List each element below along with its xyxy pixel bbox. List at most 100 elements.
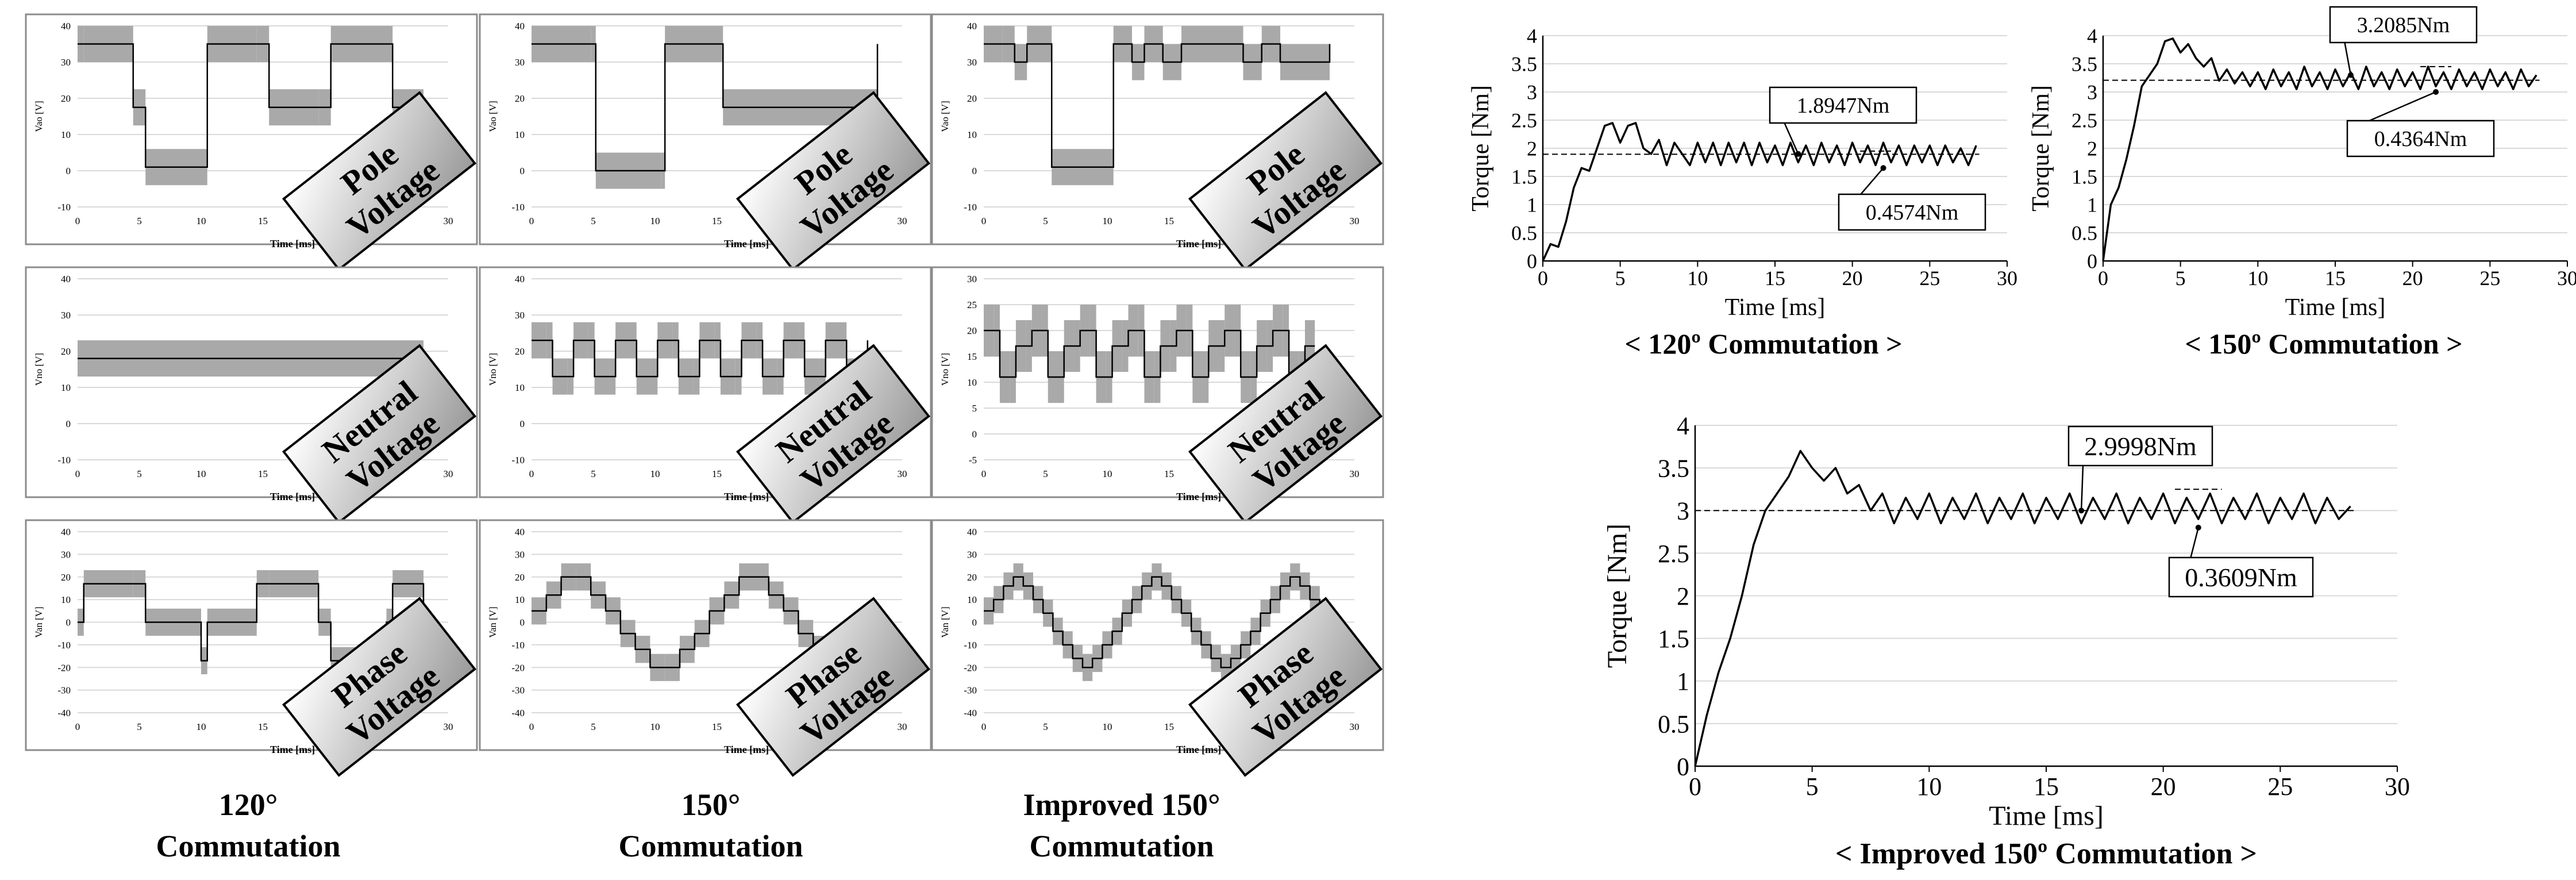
y-axis-label: Van [V]: [939, 606, 950, 637]
series-line: [532, 339, 869, 378]
y-tick-label: 0: [972, 429, 977, 440]
y-axis-label: Vno [V]: [939, 353, 950, 386]
annotation-arrowhead: [1880, 165, 1886, 171]
x-axis-label: Time [ms]: [724, 238, 769, 249]
y-tick-label: 20: [515, 572, 525, 583]
y-tick-label: 2: [2087, 137, 2097, 160]
series-line: [78, 43, 423, 168]
x-tick-label: 0: [75, 721, 80, 732]
y-tick-label: -10: [57, 640, 71, 651]
y-tick-label: 0: [520, 418, 525, 429]
y-axis-label: Vao [V]: [33, 101, 44, 132]
x-tick-label: 0: [1689, 773, 1701, 801]
annotation-label: 0.4364Nm: [2374, 127, 2467, 151]
x-axis-label: Time [ms]: [1725, 294, 1826, 321]
x-tick-label: 0: [75, 216, 80, 226]
x-tick-label: 10: [1103, 216, 1112, 226]
y-tick-label: 2: [1677, 582, 1689, 610]
callout-box: [736, 597, 931, 777]
x-tick-label: 5: [1043, 216, 1048, 226]
column-label-line-1: 150°: [681, 787, 741, 822]
chart-title: < 120º Commutation >: [1624, 328, 1902, 360]
y-tick-label: 20: [515, 93, 525, 104]
y-tick-label: 10: [515, 594, 525, 605]
annotation-arrow: [2369, 91, 2436, 122]
x-tick-label: 10: [650, 721, 660, 732]
annotation-arrow: [1784, 122, 1799, 155]
annotation-label: 1.8947Nm: [1797, 94, 1890, 118]
x-tick-label: 10: [1687, 267, 1708, 290]
y-tick-label: -10: [511, 202, 525, 213]
y-tick-label: -30: [964, 685, 977, 696]
x-axis-label: Time [ms]: [724, 491, 769, 502]
x-tick-label: 0: [981, 721, 987, 732]
y-tick-label: 4: [1677, 412, 1689, 440]
x-tick-label: 20: [2151, 773, 2176, 801]
x-tick-label: 10: [650, 216, 660, 226]
annotation-arrowhead: [2078, 508, 2085, 514]
y-tick-label: 0: [520, 617, 525, 628]
y-tick-label: -10: [964, 202, 977, 213]
column-label-line-2: Commutation: [1030, 829, 1214, 863]
y-tick-label: 3.5: [2071, 53, 2097, 76]
x-axis-label: Time [ms]: [1176, 491, 1221, 502]
x-axis-label: Time [ms]: [2285, 294, 2386, 321]
x-axis-label: Time [ms]: [1176, 744, 1221, 755]
x-tick-label: 30: [1997, 267, 2017, 290]
column-label-line-2: Commutation: [156, 829, 341, 863]
y-tick-label: 10: [61, 594, 71, 605]
voltage-panel: -10010203040051015202530Time [ms]Vao [V]…: [931, 13, 1384, 271]
y-tick-label: 0.5: [1511, 222, 1537, 245]
x-tick-label: 5: [2175, 267, 2186, 290]
y-tick-label: -5: [969, 455, 977, 466]
callout-box: [282, 344, 477, 524]
y-tick-label: -30: [57, 685, 71, 696]
y-tick-label: 30: [967, 274, 977, 285]
y-tick-label: -10: [57, 202, 71, 213]
annotation-arrow: [2190, 527, 2199, 558]
x-axis-label: Time [ms]: [270, 491, 315, 502]
voltage-panel: -40-30-20-10010203040051015202530Time [m…: [931, 519, 1384, 777]
x-tick-label: 15: [2034, 773, 2059, 801]
x-tick-label: 30: [1350, 216, 1360, 226]
y-tick-label: 2.5: [2071, 109, 2097, 132]
x-tick-label: 0: [1538, 267, 1548, 290]
x-tick-label: 5: [137, 468, 142, 479]
x-tick-label: 10: [650, 468, 660, 479]
series-line: [984, 576, 1321, 668]
y-tick-label: 0: [66, 617, 71, 628]
series-line: [984, 329, 1315, 378]
column-label-line-2: Commutation: [619, 829, 803, 863]
y-tick-label: 20: [967, 325, 977, 336]
callout-box: [282, 91, 477, 271]
x-tick-label: 10: [1916, 773, 1942, 801]
y-tick-label: 30: [515, 57, 525, 68]
y-tick-label: -10: [511, 640, 525, 651]
x-tick-label: 5: [591, 216, 596, 226]
x-tick-label: 0: [529, 721, 534, 732]
x-axis-label: Time [ms]: [270, 238, 315, 249]
y-tick-label: 10: [967, 377, 977, 388]
y-tick-label: 30: [61, 549, 71, 560]
y-tick-label: 4: [2087, 25, 2097, 48]
y-tick-label: 0.5: [1658, 710, 1689, 738]
x-tick-label: 15: [2325, 267, 2346, 290]
y-tick-label: 1: [2087, 194, 2097, 217]
annotation-box: [2067, 425, 2213, 467]
y-tick-label: 30: [515, 549, 525, 560]
y-tick-label: 40: [967, 21, 977, 32]
y-axis-label: Torque [Nm]: [2028, 85, 2054, 212]
callout-box: [1188, 597, 1383, 777]
x-tick-label: 15: [258, 468, 268, 479]
y-tick-label: 40: [61, 274, 71, 285]
x-tick-label: 5: [1043, 721, 1048, 732]
y-tick-label: -10: [57, 455, 71, 466]
y-tick-label: 25: [967, 299, 977, 310]
y-tick-label: 10: [61, 382, 71, 393]
y-tick-label: 30: [61, 310, 71, 321]
y-tick-label: 0: [66, 166, 71, 176]
x-tick-label: 25: [2267, 773, 2293, 801]
x-tick-label: 30: [1350, 721, 1360, 732]
